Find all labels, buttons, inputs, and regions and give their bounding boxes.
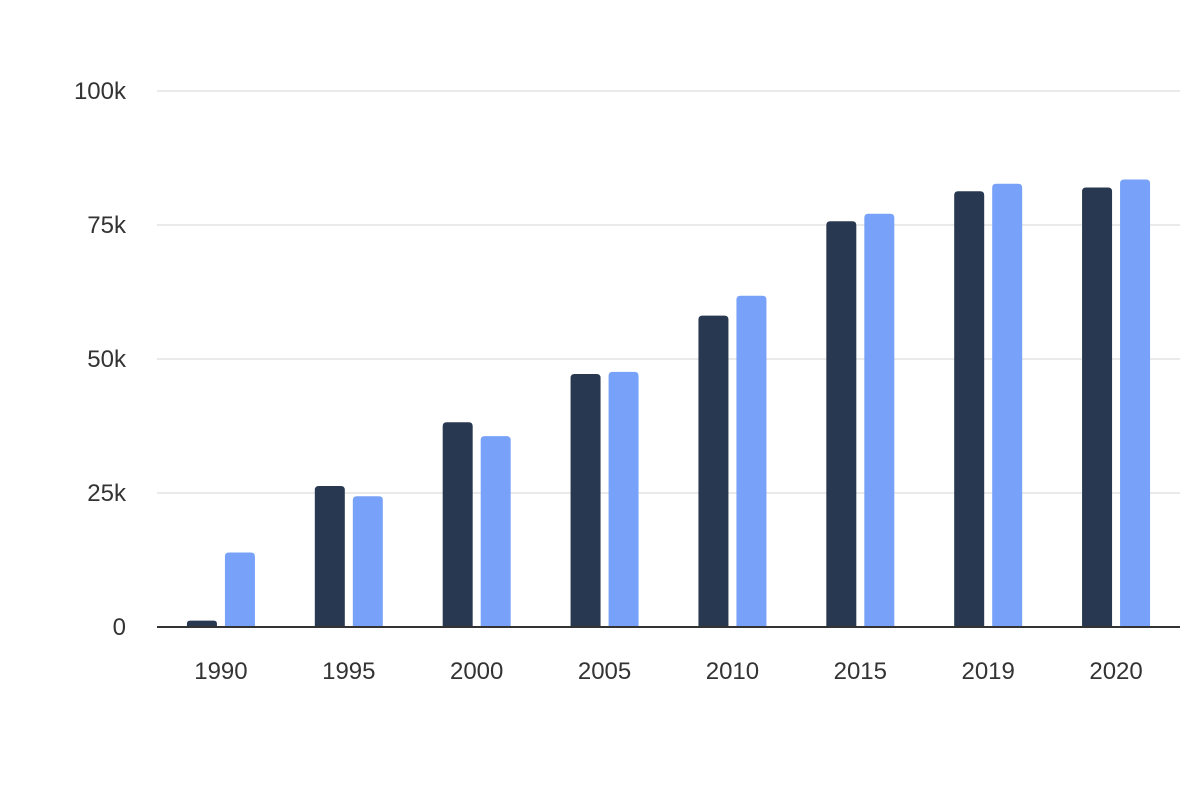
bar-2019-series-1[interactable] [954, 191, 985, 627]
bar-2005-series-1[interactable] [570, 374, 601, 627]
x-tick-label: 2010 [706, 658, 759, 685]
y-axis-ticks: 0 25k 50k 75k 100k [74, 78, 127, 641]
bar-2019-series-2[interactable] [992, 183, 1023, 627]
x-tick-label: 1990 [194, 658, 247, 685]
y-tick-label: 25k [87, 480, 127, 507]
x-tick-label: 2005 [578, 658, 631, 685]
x-axis-ticks: 1990 1995 2000 2005 2010 2015 2019 2020 [194, 658, 1143, 685]
bar-2015-series-2[interactable] [864, 213, 895, 627]
bar-2015-series-1[interactable] [826, 221, 857, 628]
bar-2010-series-1[interactable] [698, 315, 729, 627]
bar-1995-series-2[interactable] [352, 496, 383, 627]
x-tick-label: 2019 [961, 658, 1014, 685]
bar-2000-series-2[interactable] [480, 436, 511, 627]
x-tick-label: 1995 [322, 658, 375, 685]
y-tick-label: 50k [87, 346, 127, 373]
gridlines [157, 90, 1180, 494]
bar-1990-series-1[interactable] [186, 620, 217, 627]
bar-2020-series-2[interactable] [1120, 179, 1151, 627]
bar-1995-series-1[interactable] [314, 486, 345, 627]
y-tick-label: 0 [113, 614, 126, 641]
bar-2010-series-2[interactable] [736, 295, 767, 627]
x-tick-label: 2020 [1089, 658, 1142, 685]
y-tick-label: 100k [74, 78, 127, 105]
y-tick-label: 75k [87, 212, 127, 239]
x-tick-label: 2015 [834, 658, 887, 685]
x-tick-label: 2000 [450, 658, 503, 685]
bar-2005-series-2[interactable] [608, 371, 639, 627]
bar-2000-series-1[interactable] [442, 422, 473, 627]
bar-2020-series-1[interactable] [1082, 187, 1113, 628]
bar-1990-series-2[interactable] [224, 552, 255, 627]
bars [186, 179, 1151, 628]
